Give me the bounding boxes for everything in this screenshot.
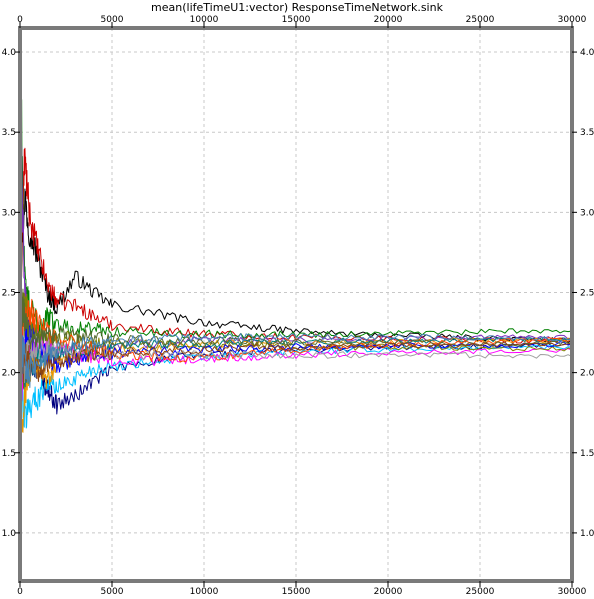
y-tick-label: 1.5 <box>580 449 594 459</box>
x-tick-label: 5000 <box>101 587 124 597</box>
y-tick-label: 3.5 <box>2 128 16 138</box>
series-line <box>19 341 572 406</box>
x-tick-label: 10000 <box>190 15 219 25</box>
axis-ticks: 0 0 5000 5000 10000 10000 15000 15000 20000 20000… <box>2 15 594 597</box>
y-tick-label: 2.0 <box>580 369 594 379</box>
series-line <box>19 147 573 344</box>
x-tick-label: 20000 <box>374 15 403 25</box>
y-tick-label: 4.0 <box>580 48 594 58</box>
x-tick-label: 25000 <box>466 15 495 25</box>
x-tick-label: 0 <box>17 587 23 597</box>
y-tick-label: 3.5 <box>580 128 594 138</box>
series-line <box>19 261 573 350</box>
y-tick-label: 4.0 <box>2 48 17 58</box>
chart-title: mean(lifeTimeU1:vector) ResponseTimeNetw… <box>151 1 444 14</box>
y-tick-label: 1.0 <box>2 529 17 539</box>
x-tick-label: 0 <box>17 15 23 25</box>
x-tick-label: 20000 <box>374 587 403 597</box>
series-lines <box>19 37 573 488</box>
y-tick-label: 2.0 <box>2 369 17 379</box>
y-tick-label: 1.0 <box>580 529 594 539</box>
x-tick-label: 10000 <box>190 587 219 597</box>
x-tick-label: 30000 <box>558 15 587 25</box>
x-tick-label: 30000 <box>558 587 587 597</box>
x-tick-label: 25000 <box>466 587 495 597</box>
x-tick-label: 15000 <box>282 15 311 25</box>
y-tick-label: 3.0 <box>2 208 17 218</box>
y-tick-label: 2.5 <box>580 288 594 298</box>
grid-lines <box>20 28 572 581</box>
x-tick-label: 5000 <box>101 15 124 25</box>
y-tick-label: 3.0 <box>580 208 594 218</box>
y-tick-label: 1.5 <box>2 449 16 459</box>
series-line <box>19 329 573 384</box>
series-line <box>19 313 573 389</box>
y-tick-label: 2.5 <box>2 288 16 298</box>
x-tick-label: 15000 <box>282 587 311 597</box>
